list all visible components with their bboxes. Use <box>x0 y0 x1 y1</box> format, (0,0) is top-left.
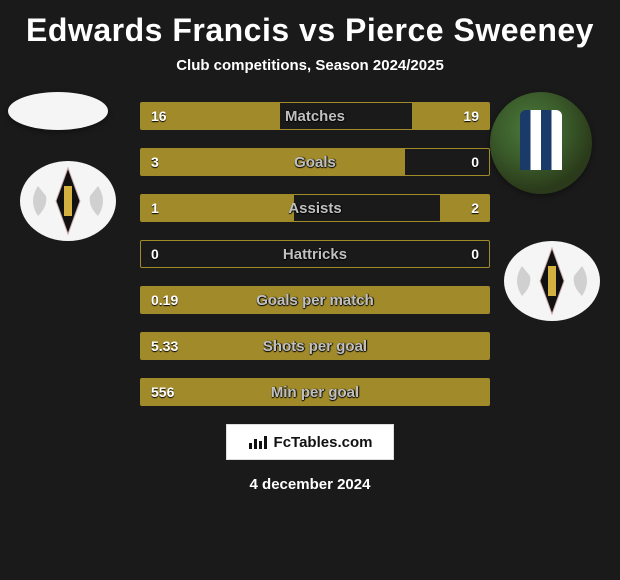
bar-fill-full <box>141 333 489 359</box>
stat-row: Hattricks0 0 <box>140 240 490 268</box>
stat-value-left: 0.19 <box>151 287 178 313</box>
stat-value-left: 556 <box>151 379 174 405</box>
page-title: Edwards Francis vs Pierce Sweeney <box>0 0 620 49</box>
stat-row: Assists12 <box>140 194 490 222</box>
stat-value-right: 2 <box>471 195 479 221</box>
stat-row: Shots per goal5.33 <box>140 332 490 360</box>
crest-icon <box>18 156 118 246</box>
bar-fill-right <box>440 195 489 221</box>
bar-chart-icon <box>248 434 268 450</box>
stat-value-left: 16 <box>151 103 167 129</box>
stat-value-left: 5.33 <box>151 333 178 359</box>
stat-row: Min per goal556 <box>140 378 490 406</box>
comparison-content: Matches1619Goals30Assists12Hattricks00Go… <box>0 102 620 406</box>
stat-row: Goals per match0.19 <box>140 286 490 314</box>
comparison-bars: Matches1619Goals30Assists12Hattricks00Go… <box>140 102 490 406</box>
stat-value-left: 1 <box>151 195 159 221</box>
bar-fill-left <box>141 195 294 221</box>
player-right-avatar <box>490 92 592 194</box>
bar-fill-full <box>141 287 489 313</box>
club-crest-right <box>502 236 602 326</box>
bar-fill-left <box>141 149 405 175</box>
stat-value-right: 0 <box>471 241 479 267</box>
stat-row: Matches1619 <box>140 102 490 130</box>
stat-value-right: 19 <box>463 103 479 129</box>
stat-value-left: 0 <box>151 241 159 267</box>
crest-icon <box>502 236 602 326</box>
stat-value-right: 0 <box>471 149 479 175</box>
stat-row: Goals30 <box>140 148 490 176</box>
club-crest-left <box>18 156 118 246</box>
player-left-avatar <box>8 92 108 130</box>
page-subtitle: Club competitions, Season 2024/2025 <box>0 57 620 74</box>
brand-text: FcTables.com <box>274 434 373 451</box>
brand-footer[interactable]: FcTables.com <box>226 424 394 460</box>
footer-date: 4 december 2024 <box>0 476 620 493</box>
stat-label: Hattricks <box>141 241 489 267</box>
stat-value-left: 3 <box>151 149 159 175</box>
bar-fill-full <box>141 379 489 405</box>
